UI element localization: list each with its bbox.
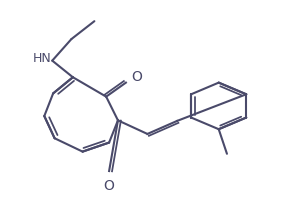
Text: O: O	[131, 70, 142, 84]
Text: O: O	[104, 179, 115, 193]
Text: HN: HN	[33, 52, 51, 65]
